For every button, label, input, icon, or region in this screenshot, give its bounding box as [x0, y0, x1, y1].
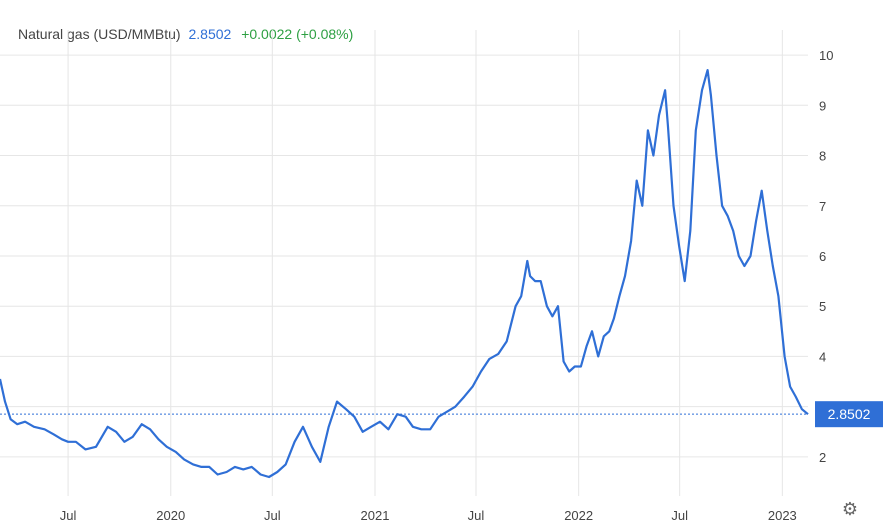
y-axis: 2345678910: [819, 48, 833, 465]
last-price-label: 2.8502: [828, 406, 871, 422]
grid-lines: [0, 30, 808, 496]
series-line[interactable]: [0, 68, 809, 479]
x-axis: Jul 2020 Jul 2021 Jul 2022 Jul 2023: [60, 508, 797, 523]
y-tick-label: 2: [819, 450, 826, 465]
y-tick-label: 7: [819, 199, 826, 214]
y-tick-label: 6: [819, 249, 826, 264]
y-tick-label: 8: [819, 149, 826, 164]
x-tick-label: Jul: [671, 508, 688, 523]
last-price-marker: 2.8502: [0, 401, 883, 428]
x-tick-label: 2020: [156, 508, 185, 523]
x-tick-label: 2023: [768, 508, 797, 523]
y-tick-label: 5: [819, 299, 826, 314]
x-tick-label: 2021: [361, 508, 390, 523]
x-tick-label: 2022: [564, 508, 593, 523]
legend-price: 2.8502: [188, 26, 232, 42]
legend-series-name: Natural gas (USD/MMBtu): [18, 26, 181, 42]
chart-legend: Natural gas (USD/MMBtu) 2.8502 +0.0022 (…: [18, 26, 353, 42]
y-tick-label: 4: [819, 349, 826, 364]
gear-icon[interactable]: ⚙: [841, 499, 858, 519]
y-tick-label: 10: [819, 48, 833, 63]
y-tick-label: 9: [819, 98, 826, 113]
x-tick-label: Jul: [264, 508, 281, 523]
x-tick-label: Jul: [468, 508, 485, 523]
x-tick-label: Jul: [60, 508, 77, 523]
legend-change: +0.0022 (+0.08%): [241, 26, 354, 42]
last-price-badge: [815, 401, 883, 428]
series-group: [0, 68, 809, 479]
